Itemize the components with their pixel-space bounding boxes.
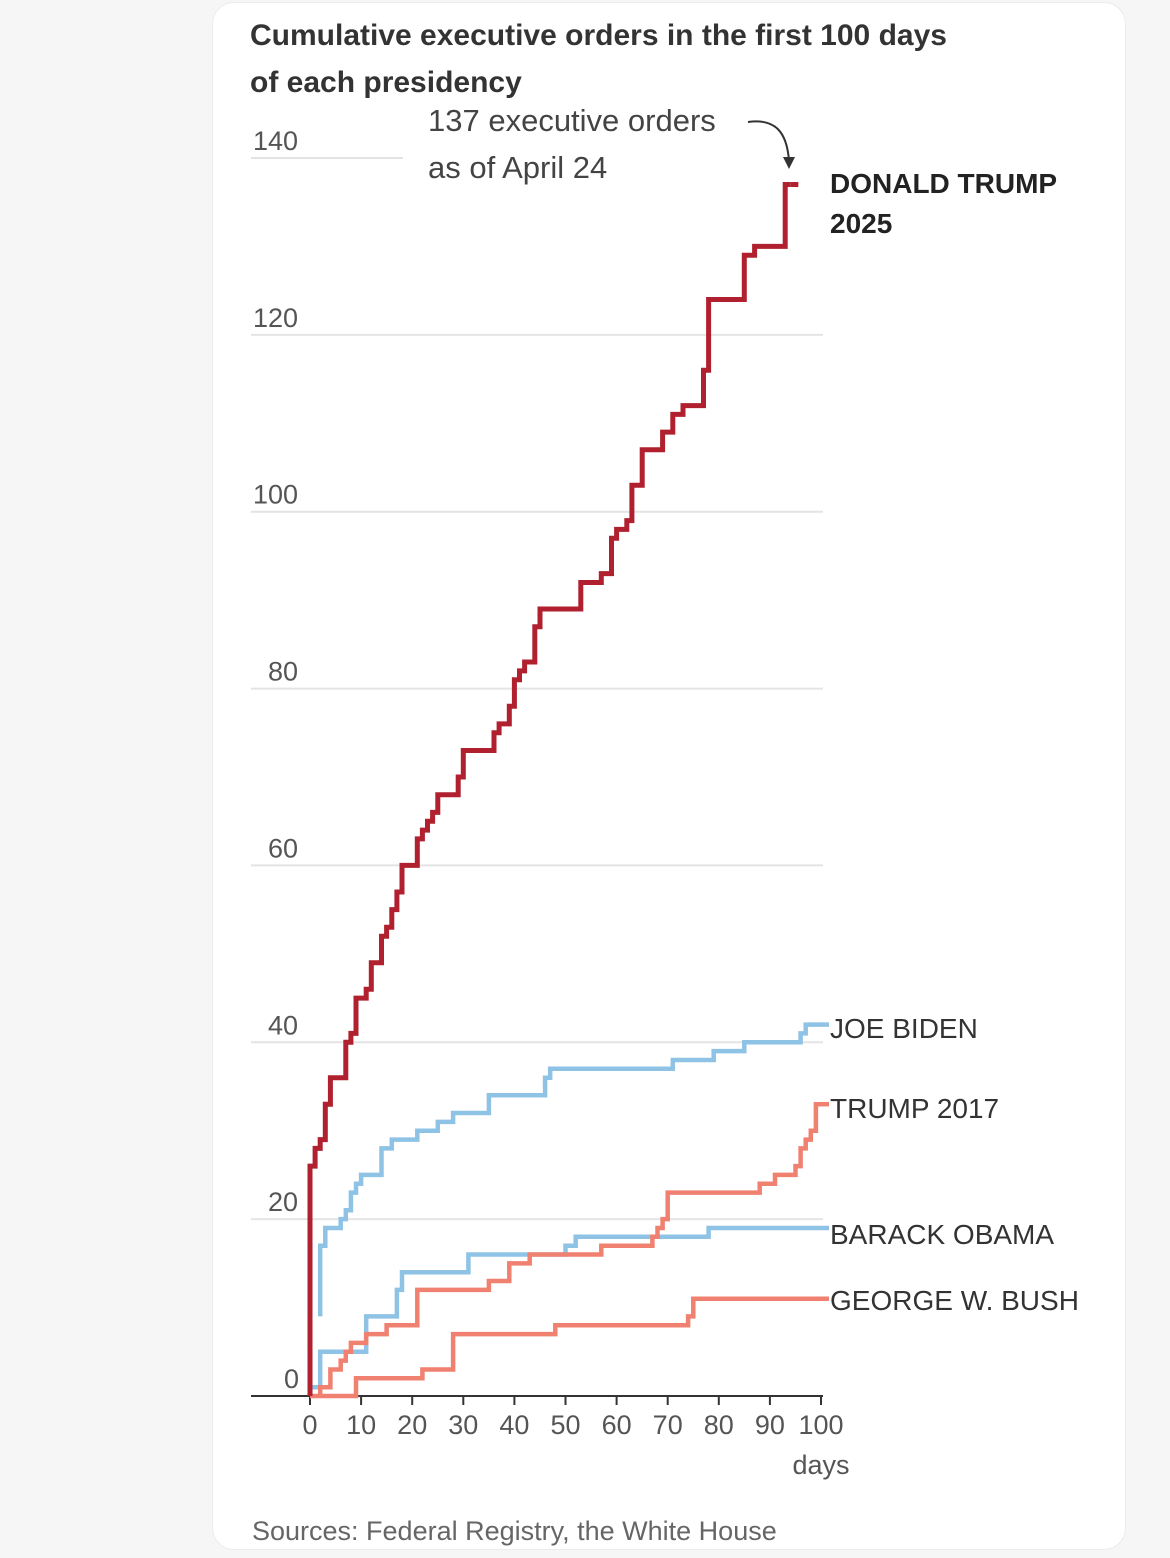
series-line-george-w-bush <box>310 1296 821 1399</box>
y-tick-label-0: 0 <box>284 1364 299 1394</box>
series-lines <box>307 182 829 1399</box>
series-labels: DONALD TRUMP 2025 JOE BIDEN TRUMP 2017 BARAC… <box>830 168 1079 1316</box>
x-tick-label-80: 80 <box>704 1410 734 1440</box>
y-tick-label-120: 120 <box>253 303 298 333</box>
source-note: Sources: Federal Registry, the White Hou… <box>252 1516 777 1546</box>
series-line-joe-biden <box>317 1022 821 1317</box>
chart-title-line-2: of each presidency <box>250 66 522 99</box>
x-tick-label-50: 50 <box>550 1410 580 1440</box>
series-label-trump-2017: TRUMP 2017 <box>830 1093 999 1124</box>
y-tick-label-140: 140 <box>253 126 298 156</box>
x-tick-label-0: 0 <box>302 1410 317 1440</box>
y-tick-label-60: 60 <box>268 833 298 863</box>
x-axis-label: days <box>792 1450 849 1480</box>
x-tick-label-10: 10 <box>346 1410 376 1440</box>
series-line-barack-obama <box>307 1225 821 1396</box>
series-line-donald-trump-2025 <box>307 182 791 1396</box>
series-line-trump-2017 <box>317 1101 821 1396</box>
x-tick-label-70: 70 <box>653 1410 683 1440</box>
x-tick-label-40: 40 <box>499 1410 529 1440</box>
x-axis: 0 10 20 30 40 50 60 70 80 90 100 <box>251 1395 844 1440</box>
y-tick-label-40: 40 <box>268 1010 298 1040</box>
y-tick-label-20: 20 <box>268 1187 298 1217</box>
x-tick-label-90: 90 <box>755 1410 785 1440</box>
annotation: 137 executive orders as of April 24 <box>428 103 795 185</box>
series-label-george-w-bush: GEORGE W. BUSH <box>830 1285 1079 1316</box>
series-label-joe-biden: JOE BIDEN <box>830 1013 978 1044</box>
chart-title-line-1: Cumulative executive orders in the first… <box>250 19 947 52</box>
annotation-arrow <box>747 120 790 162</box>
annotation-arrowhead-icon <box>783 157 795 169</box>
annotation-line-2: as of April 24 <box>428 150 607 185</box>
annotation-line-1: 137 executive orders <box>428 103 716 138</box>
y-axis-ticks: 0 20 40 60 80 100 120 140 <box>253 126 299 1394</box>
series-label-donald-trump-2025-line-2: 2025 <box>830 208 892 239</box>
x-tick-label-20: 20 <box>397 1410 427 1440</box>
chart-card: Cumulative executive orders in the first… <box>212 2 1126 1550</box>
x-tick-label-30: 30 <box>448 1410 478 1440</box>
chart-title: Cumulative executive orders in the first… <box>250 19 947 99</box>
y-tick-label-100: 100 <box>253 480 298 510</box>
series-label-barack-obama: BARACK OBAMA <box>830 1219 1054 1250</box>
y-tick-label-80: 80 <box>268 657 298 687</box>
series-label-donald-trump-2025-line-1: DONALD TRUMP <box>830 168 1057 199</box>
x-tick-label-100: 100 <box>798 1410 843 1440</box>
chart: Cumulative executive orders in the first… <box>250 19 1079 1546</box>
x-tick-label-60: 60 <box>602 1410 632 1440</box>
gridlines <box>251 157 823 1221</box>
